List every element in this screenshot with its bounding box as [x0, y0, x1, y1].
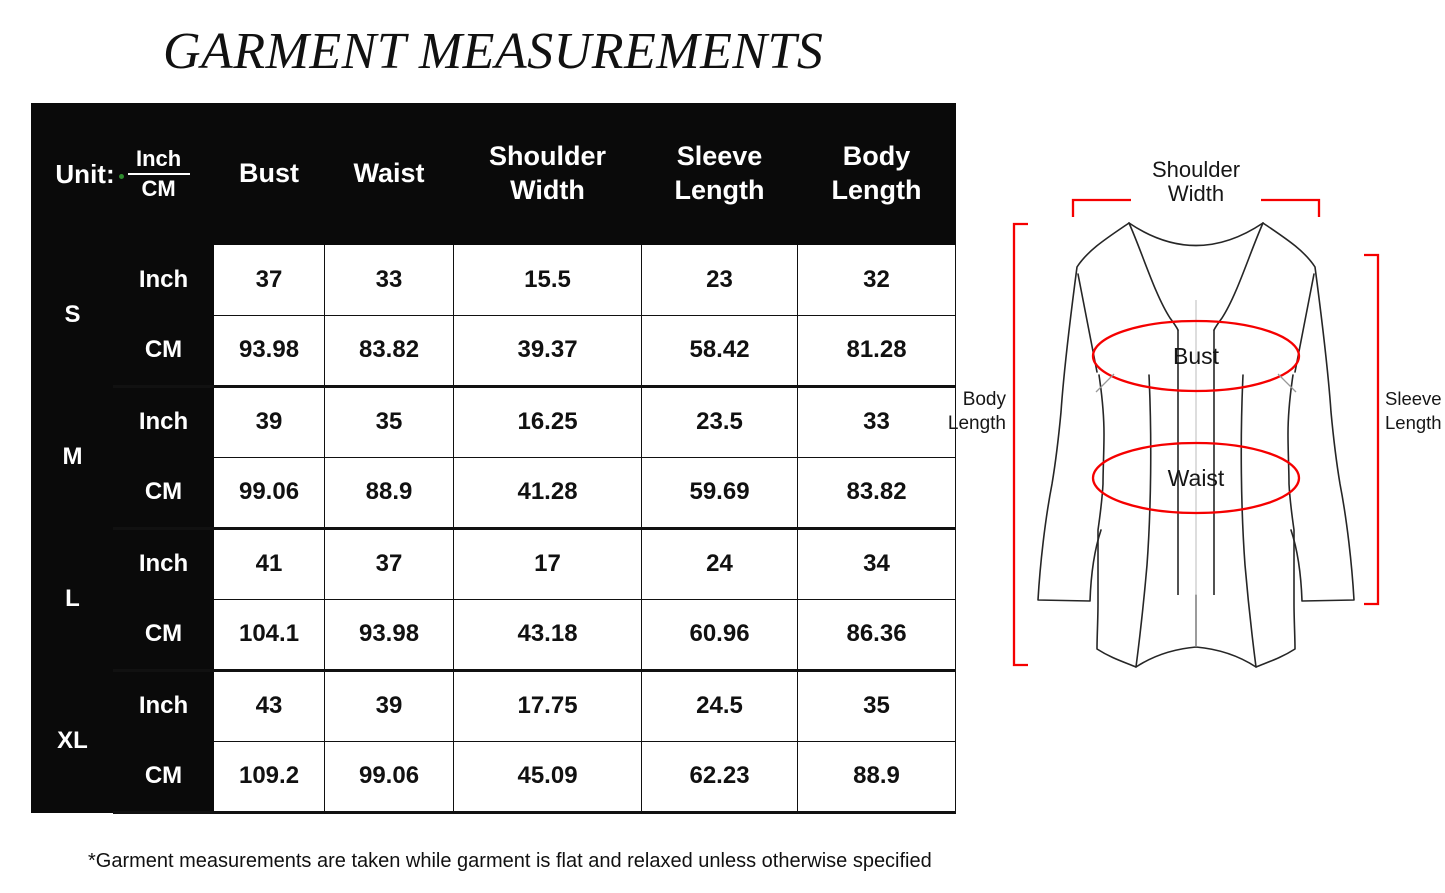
svg-text:Body: Body	[963, 389, 1007, 410]
svg-text:Waist: Waist	[1168, 465, 1225, 491]
svg-text:Shoulder: Shoulder	[1152, 157, 1240, 182]
svg-text:Length: Length	[948, 413, 1006, 434]
svg-text:Width: Width	[1168, 181, 1224, 206]
svg-text:Sleeve: Sleeve	[1385, 388, 1442, 409]
svg-text:Length: Length	[1385, 412, 1442, 433]
svg-text:Bust: Bust	[1173, 343, 1220, 369]
